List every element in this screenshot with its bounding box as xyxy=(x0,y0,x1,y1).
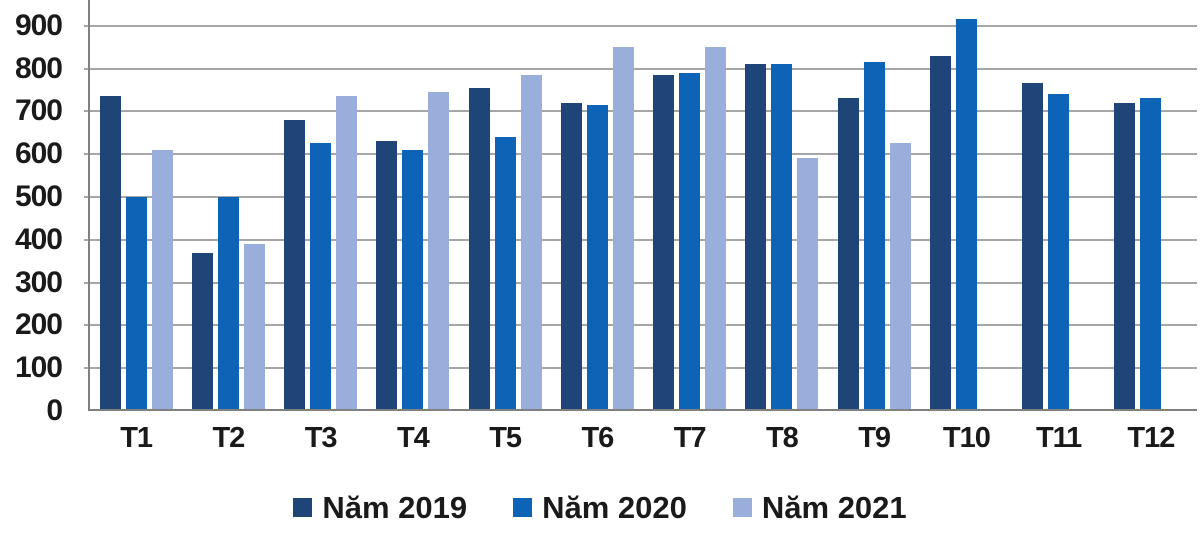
y-axis-tick-label: 900 xyxy=(14,8,63,42)
y-axis: 0 100 200 300 400 500 600 700 800 900 xyxy=(0,0,63,425)
bar xyxy=(468,87,490,411)
bar-group xyxy=(367,0,459,411)
x-axis-tick-label: T5 xyxy=(489,422,522,454)
bar xyxy=(929,55,951,411)
bar-group xyxy=(275,0,367,411)
bar xyxy=(745,64,767,411)
gridline xyxy=(84,367,1197,370)
bar-group xyxy=(182,0,274,411)
y-axis-tick-label: 0 xyxy=(46,394,63,427)
bar-groups xyxy=(90,0,1197,411)
legend-label: Năm 2019 xyxy=(322,490,468,525)
bar xyxy=(1048,94,1070,411)
x-axis-tick-label: T8 xyxy=(765,422,799,454)
bar xyxy=(428,92,450,411)
bar xyxy=(243,244,265,411)
legend-label: Năm 2021 xyxy=(761,490,907,525)
legend-swatch xyxy=(732,498,752,517)
bar xyxy=(955,19,977,411)
gridline xyxy=(84,153,1197,156)
legend-label: Năm 2020 xyxy=(542,490,687,525)
x-axis-tick-label: T11 xyxy=(1035,422,1082,454)
bar xyxy=(99,96,121,411)
bar xyxy=(1114,102,1136,411)
bar xyxy=(797,158,819,411)
bar xyxy=(586,104,608,411)
bar-group xyxy=(1105,0,1197,411)
y-axis-line xyxy=(88,0,90,411)
bar xyxy=(705,47,727,411)
bar xyxy=(191,252,213,411)
legend-item: Năm 2019 xyxy=(293,492,467,523)
bar xyxy=(151,149,173,411)
legend-item: Năm 2020 xyxy=(513,492,687,523)
gridline xyxy=(84,281,1197,284)
bar xyxy=(310,143,332,411)
bar xyxy=(679,72,701,411)
bar-group xyxy=(644,0,736,411)
x-axis: T1 T2 T3 T4 T5 T6 T7 T8 T9 T10 T11 T12 xyxy=(90,417,1197,459)
legend-item: Năm 2021 xyxy=(732,490,907,525)
plot-area xyxy=(84,0,1197,411)
x-axis-tick-label: T3 xyxy=(304,422,338,454)
bar xyxy=(336,96,358,411)
bar xyxy=(376,141,398,411)
bar xyxy=(402,149,424,411)
y-axis-tick-label: 100 xyxy=(14,351,63,385)
gridline xyxy=(84,67,1197,70)
y-axis-tick-label: 800 xyxy=(14,51,63,85)
bar-group xyxy=(90,0,182,411)
bar xyxy=(217,196,239,411)
bar-group xyxy=(736,0,828,411)
bar xyxy=(284,119,306,411)
bar xyxy=(1140,98,1162,411)
bar-group xyxy=(551,0,643,411)
gridline xyxy=(84,195,1197,198)
bar xyxy=(771,64,793,411)
x-axis-tick-label: T6 xyxy=(581,422,614,454)
x-axis-tick-label: T12 xyxy=(1127,422,1175,454)
gridline xyxy=(84,110,1197,113)
bar xyxy=(125,196,147,411)
bar xyxy=(863,62,885,411)
gridline xyxy=(84,238,1197,241)
bar xyxy=(889,143,911,411)
bar xyxy=(520,74,542,411)
bar xyxy=(612,47,634,411)
y-axis-tick-label: 500 xyxy=(14,179,63,213)
x-axis-tick-label: T4 xyxy=(396,422,430,454)
x-axis-tick-label: T7 xyxy=(673,422,707,454)
y-axis-tick-label: 400 xyxy=(14,222,63,256)
x-axis-tick-label: T2 xyxy=(212,422,245,454)
bar-group xyxy=(828,0,920,411)
gridline xyxy=(84,24,1197,27)
y-axis-tick-label: 600 xyxy=(14,137,63,171)
bar-group xyxy=(459,0,551,411)
x-axis-line xyxy=(88,409,1197,411)
bar xyxy=(494,137,516,411)
x-axis-tick-label: T9 xyxy=(858,422,891,454)
legend: Năm 2019 Năm 2020 Năm 2021 xyxy=(0,492,1200,523)
bar-group xyxy=(920,0,1012,411)
bar xyxy=(560,102,582,411)
x-axis-tick-label: T10 xyxy=(942,422,991,454)
legend-swatch xyxy=(513,498,533,517)
y-axis-tick-label: 700 xyxy=(14,94,63,128)
bar xyxy=(837,98,859,411)
bar-group xyxy=(1013,0,1105,411)
y-axis-tick-label: 300 xyxy=(14,265,63,299)
y-axis-tick-label: 200 xyxy=(14,308,63,342)
bar xyxy=(653,74,675,411)
legend-swatch xyxy=(293,498,313,517)
bar xyxy=(1022,83,1044,411)
x-axis-tick-label: T1 xyxy=(120,422,153,454)
gridline xyxy=(84,324,1197,327)
